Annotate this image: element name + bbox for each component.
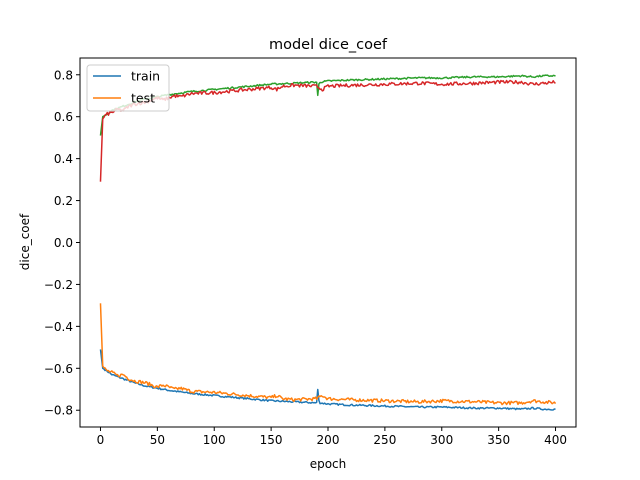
x-tick-label: 300 [430, 433, 453, 447]
y-tick-label: 0.4 [54, 152, 73, 166]
y-tick-label: 0.2 [54, 194, 73, 208]
series-4-line [99, 79, 556, 182]
x-tick-label: 50 [150, 433, 165, 447]
x-tick-label: 100 [203, 433, 226, 447]
legend-label-train: train [131, 69, 160, 84]
x-tick-label: 200 [317, 433, 340, 447]
y-tick-label: −0.6 [44, 362, 73, 376]
y-axis-ticks: −0.8 −0.6 −0.4 −0.2 0.0 0.2 0.4 0.6 0.8 [44, 68, 80, 418]
x-tick-label: 400 [544, 433, 567, 447]
series-layer [99, 74, 557, 411]
chart-title: model dice_coef [269, 37, 388, 53]
plot-area [79, 57, 577, 428]
train-line [99, 349, 556, 411]
y-axis-label: dice_coef [18, 213, 32, 270]
y-tick-label: 0.6 [54, 110, 73, 124]
x-axis-ticks: 0 50 100 150 200 250 300 350 400 [97, 427, 567, 447]
x-tick-label: 0 [97, 433, 105, 447]
x-axis-label: epoch [310, 457, 347, 471]
legend-label-test: test [131, 91, 155, 106]
y-tick-label: −0.4 [44, 320, 73, 334]
y-tick-label: 0.0 [54, 236, 73, 250]
test-line [99, 303, 557, 406]
x-tick-label: 350 [487, 433, 510, 447]
y-tick-label: −0.2 [44, 278, 73, 292]
x-tick-label: 250 [373, 433, 396, 447]
y-tick-label: −0.8 [44, 404, 73, 418]
legend: train test [86, 64, 170, 112]
series-3-line [99, 74, 556, 136]
x-tick-label: 150 [260, 433, 283, 447]
y-tick-label: 0.8 [54, 68, 73, 82]
